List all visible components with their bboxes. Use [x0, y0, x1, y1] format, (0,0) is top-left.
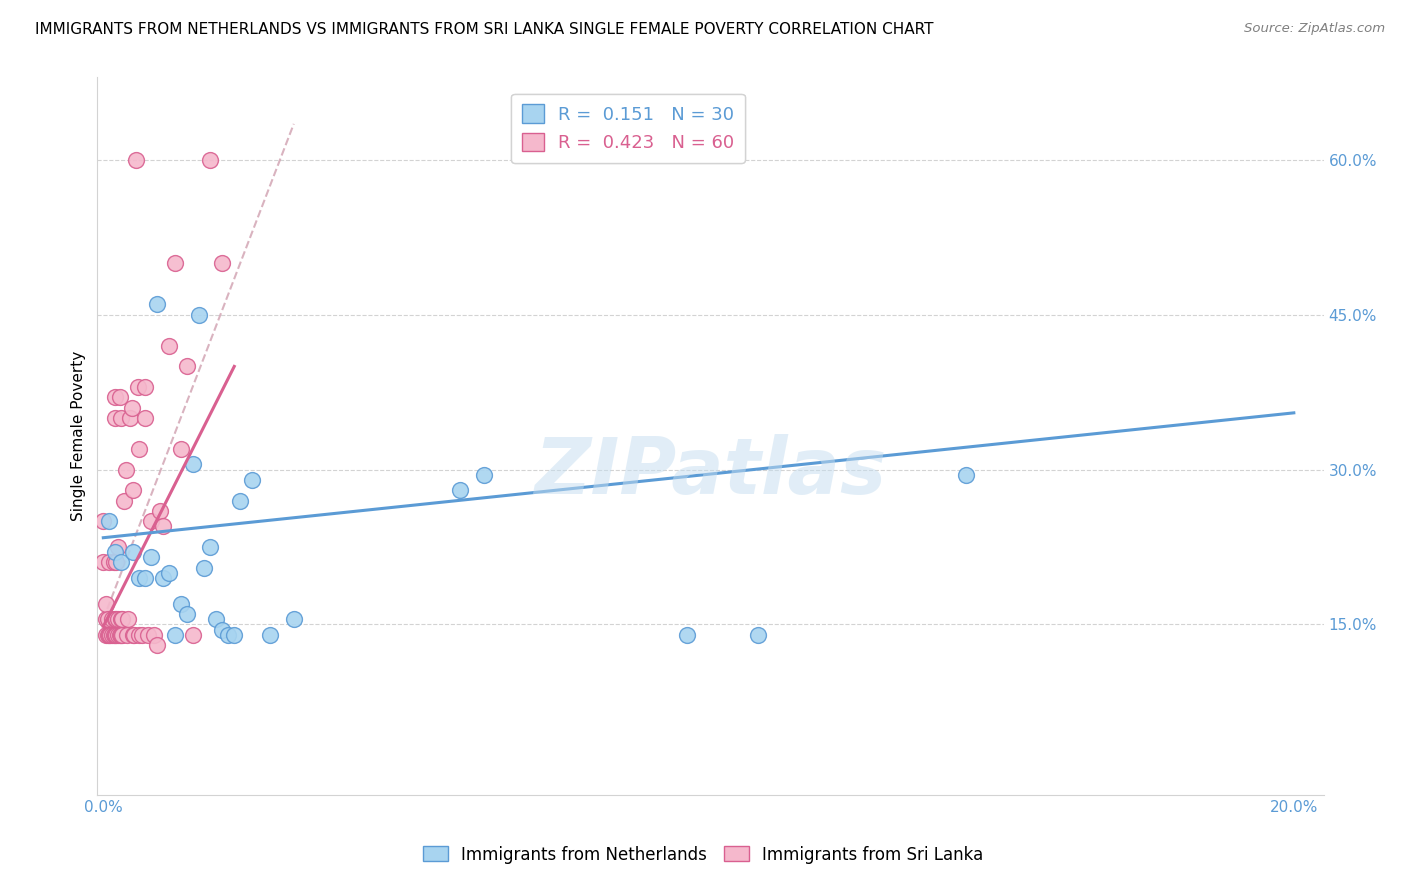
Point — [128, 442, 150, 456]
Point — [103, 628, 125, 642]
Point — [107, 540, 129, 554]
Point — [229, 493, 252, 508]
Point — [136, 628, 159, 642]
Point — [211, 256, 233, 270]
Point — [146, 297, 169, 311]
Point — [181, 628, 204, 642]
Point — [187, 308, 209, 322]
Point — [134, 571, 156, 585]
Point — [110, 628, 132, 642]
Point — [112, 493, 135, 508]
Y-axis label: Single Female Poverty: Single Female Poverty — [72, 351, 86, 521]
Point — [104, 628, 127, 642]
Point — [104, 390, 127, 404]
Point — [98, 628, 121, 642]
Point — [103, 556, 125, 570]
Point — [111, 612, 134, 626]
Point — [98, 514, 121, 528]
Point — [200, 540, 222, 554]
Point — [97, 628, 120, 642]
Point — [134, 411, 156, 425]
Point — [170, 597, 193, 611]
Point — [163, 628, 186, 642]
Point — [283, 612, 305, 626]
Point — [211, 623, 233, 637]
Point — [101, 628, 124, 642]
Point — [110, 556, 132, 570]
Point — [122, 628, 145, 642]
Point — [104, 545, 127, 559]
Point — [149, 504, 172, 518]
Point — [955, 467, 977, 482]
Point — [139, 550, 162, 565]
Point — [675, 628, 697, 642]
Point — [111, 628, 134, 642]
Point — [101, 612, 124, 626]
Point — [91, 556, 114, 570]
Point — [115, 628, 138, 642]
Point — [117, 612, 139, 626]
Point — [107, 612, 129, 626]
Point — [259, 628, 281, 642]
Point — [128, 628, 150, 642]
Point — [193, 560, 215, 574]
Point — [200, 153, 222, 167]
Point — [163, 256, 186, 270]
Point — [472, 467, 495, 482]
Text: IMMIGRANTS FROM NETHERLANDS VS IMMIGRANTS FROM SRI LANKA SINGLE FEMALE POVERTY C: IMMIGRANTS FROM NETHERLANDS VS IMMIGRANT… — [35, 22, 934, 37]
Point — [181, 458, 204, 472]
Point — [449, 483, 471, 498]
Point — [205, 612, 228, 626]
Point — [115, 462, 138, 476]
Point — [96, 628, 118, 642]
Point — [240, 473, 263, 487]
Point — [96, 597, 118, 611]
Point — [157, 339, 180, 353]
Point — [120, 411, 142, 425]
Point — [104, 612, 127, 626]
Point — [125, 153, 148, 167]
Point — [105, 612, 128, 626]
Point — [224, 628, 246, 642]
Point — [105, 628, 128, 642]
Point — [110, 411, 132, 425]
Point — [100, 628, 122, 642]
Point — [127, 380, 149, 394]
Point — [217, 628, 239, 642]
Point — [176, 607, 198, 621]
Point — [131, 628, 153, 642]
Point — [108, 390, 131, 404]
Point — [108, 628, 131, 642]
Point — [122, 545, 145, 559]
Point — [107, 628, 129, 642]
Point — [152, 571, 174, 585]
Point — [122, 628, 145, 642]
Point — [98, 556, 121, 570]
Point — [134, 380, 156, 394]
Point — [139, 514, 162, 528]
Point — [142, 628, 165, 642]
Point — [97, 612, 120, 626]
Point — [157, 566, 180, 580]
Point — [96, 612, 118, 626]
Point — [91, 514, 114, 528]
Point — [747, 628, 769, 642]
Point — [110, 612, 132, 626]
Legend: Immigrants from Netherlands, Immigrants from Sri Lanka: Immigrants from Netherlands, Immigrants … — [416, 839, 990, 871]
Point — [104, 411, 127, 425]
Point — [121, 401, 143, 415]
Point — [122, 483, 145, 498]
Point — [105, 556, 128, 570]
Point — [128, 571, 150, 585]
Legend: R =  0.151   N = 30, R =  0.423   N = 60: R = 0.151 N = 30, R = 0.423 N = 60 — [510, 94, 745, 163]
Text: ZIPatlas: ZIPatlas — [534, 434, 887, 510]
Point — [176, 359, 198, 374]
Point — [152, 519, 174, 533]
Text: Source: ZipAtlas.com: Source: ZipAtlas.com — [1244, 22, 1385, 36]
Point — [170, 442, 193, 456]
Point — [146, 638, 169, 652]
